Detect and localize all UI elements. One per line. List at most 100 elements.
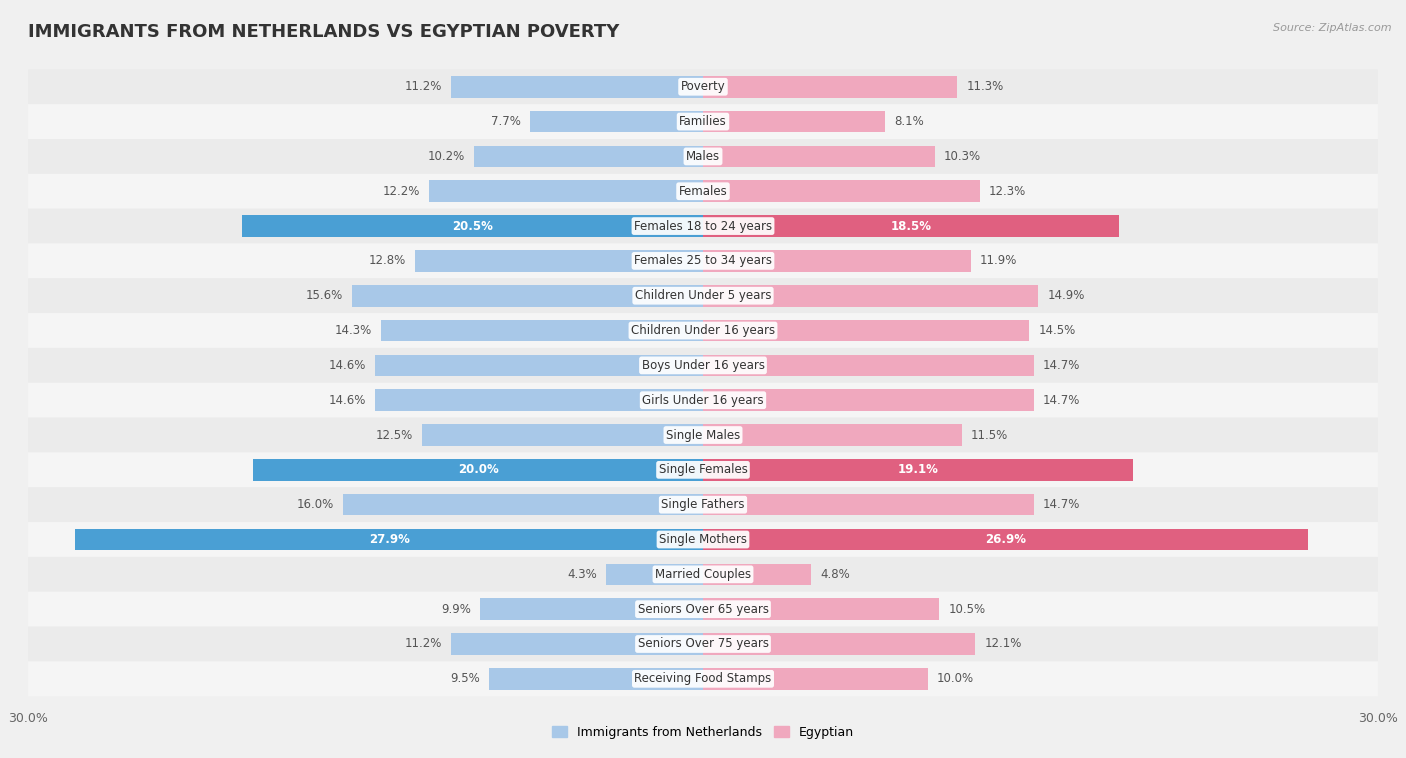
Text: 16.0%: 16.0% — [297, 498, 335, 511]
Bar — [530, 111, 703, 133]
Bar — [703, 494, 1033, 515]
FancyBboxPatch shape — [28, 174, 1378, 208]
FancyBboxPatch shape — [28, 418, 1378, 453]
Text: 7.7%: 7.7% — [491, 115, 520, 128]
Text: 8.1%: 8.1% — [894, 115, 924, 128]
FancyBboxPatch shape — [28, 104, 1378, 139]
Text: 4.3%: 4.3% — [568, 568, 598, 581]
Text: Single Males: Single Males — [666, 428, 740, 441]
Text: 20.0%: 20.0% — [458, 463, 498, 476]
Bar — [242, 215, 703, 236]
FancyBboxPatch shape — [28, 208, 1378, 243]
Text: 18.5%: 18.5% — [890, 220, 932, 233]
FancyBboxPatch shape — [28, 139, 1378, 174]
Text: 14.5%: 14.5% — [1038, 324, 1076, 337]
Text: 10.5%: 10.5% — [948, 603, 986, 615]
FancyBboxPatch shape — [28, 69, 1378, 104]
Bar — [374, 390, 703, 411]
Text: 15.6%: 15.6% — [307, 290, 343, 302]
Text: 14.7%: 14.7% — [1043, 498, 1080, 511]
Text: 14.7%: 14.7% — [1043, 393, 1080, 407]
Text: 9.9%: 9.9% — [441, 603, 471, 615]
Bar — [374, 355, 703, 376]
Text: Males: Males — [686, 150, 720, 163]
Bar — [489, 668, 703, 690]
Bar — [703, 180, 980, 202]
Text: Children Under 5 years: Children Under 5 years — [634, 290, 772, 302]
Text: 11.5%: 11.5% — [970, 428, 1008, 441]
Bar — [415, 250, 703, 271]
Text: 14.6%: 14.6% — [328, 359, 366, 372]
Text: 9.5%: 9.5% — [450, 672, 481, 685]
Text: 14.7%: 14.7% — [1043, 359, 1080, 372]
Text: Boys Under 16 years: Boys Under 16 years — [641, 359, 765, 372]
Text: 12.3%: 12.3% — [988, 185, 1026, 198]
Text: Single Fathers: Single Fathers — [661, 498, 745, 511]
FancyBboxPatch shape — [28, 487, 1378, 522]
Text: 20.5%: 20.5% — [451, 220, 494, 233]
Text: Married Couples: Married Couples — [655, 568, 751, 581]
Bar — [381, 320, 703, 341]
Text: 11.2%: 11.2% — [405, 80, 441, 93]
Bar — [703, 633, 976, 655]
Text: Poverty: Poverty — [681, 80, 725, 93]
Text: 14.9%: 14.9% — [1047, 290, 1084, 302]
Bar — [703, 459, 1133, 481]
Bar — [703, 146, 935, 168]
Text: 14.6%: 14.6% — [328, 393, 366, 407]
Text: Females: Females — [679, 185, 727, 198]
Text: 12.1%: 12.1% — [984, 637, 1022, 650]
Bar — [703, 76, 957, 98]
Text: Seniors Over 75 years: Seniors Over 75 years — [637, 637, 769, 650]
FancyBboxPatch shape — [28, 522, 1378, 557]
Text: 14.3%: 14.3% — [335, 324, 373, 337]
Bar — [606, 563, 703, 585]
Text: Single Mothers: Single Mothers — [659, 533, 747, 546]
Bar — [703, 668, 928, 690]
Bar — [429, 180, 703, 202]
Bar — [703, 320, 1029, 341]
Bar — [422, 424, 703, 446]
Text: 10.2%: 10.2% — [427, 150, 464, 163]
Text: 11.9%: 11.9% — [980, 255, 1017, 268]
Text: Source: ZipAtlas.com: Source: ZipAtlas.com — [1274, 23, 1392, 33]
Text: Females 25 to 34 years: Females 25 to 34 years — [634, 255, 772, 268]
FancyBboxPatch shape — [28, 662, 1378, 697]
Bar — [703, 111, 886, 133]
Text: 4.8%: 4.8% — [820, 568, 849, 581]
FancyBboxPatch shape — [28, 348, 1378, 383]
Text: 10.3%: 10.3% — [943, 150, 981, 163]
Text: 12.8%: 12.8% — [368, 255, 406, 268]
Bar — [703, 285, 1038, 306]
Text: 12.5%: 12.5% — [375, 428, 413, 441]
Bar — [451, 633, 703, 655]
FancyBboxPatch shape — [28, 243, 1378, 278]
Text: Children Under 16 years: Children Under 16 years — [631, 324, 775, 337]
Text: 27.9%: 27.9% — [368, 533, 409, 546]
FancyBboxPatch shape — [28, 627, 1378, 662]
FancyBboxPatch shape — [28, 592, 1378, 627]
Bar — [703, 598, 939, 620]
FancyBboxPatch shape — [28, 453, 1378, 487]
Bar — [343, 494, 703, 515]
Text: 12.2%: 12.2% — [382, 185, 419, 198]
FancyBboxPatch shape — [28, 313, 1378, 348]
Text: Receiving Food Stamps: Receiving Food Stamps — [634, 672, 772, 685]
Bar — [703, 250, 970, 271]
Bar — [703, 563, 811, 585]
Text: 10.0%: 10.0% — [936, 672, 974, 685]
Text: Seniors Over 65 years: Seniors Over 65 years — [637, 603, 769, 615]
Bar — [481, 598, 703, 620]
Bar — [474, 146, 703, 168]
FancyBboxPatch shape — [28, 383, 1378, 418]
Text: Single Females: Single Females — [658, 463, 748, 476]
Text: 11.2%: 11.2% — [405, 637, 441, 650]
Text: 19.1%: 19.1% — [897, 463, 938, 476]
Text: 26.9%: 26.9% — [986, 533, 1026, 546]
Bar — [253, 459, 703, 481]
Bar — [703, 390, 1033, 411]
FancyBboxPatch shape — [28, 278, 1378, 313]
Text: 11.3%: 11.3% — [966, 80, 1004, 93]
Text: Families: Families — [679, 115, 727, 128]
Bar — [703, 529, 1308, 550]
